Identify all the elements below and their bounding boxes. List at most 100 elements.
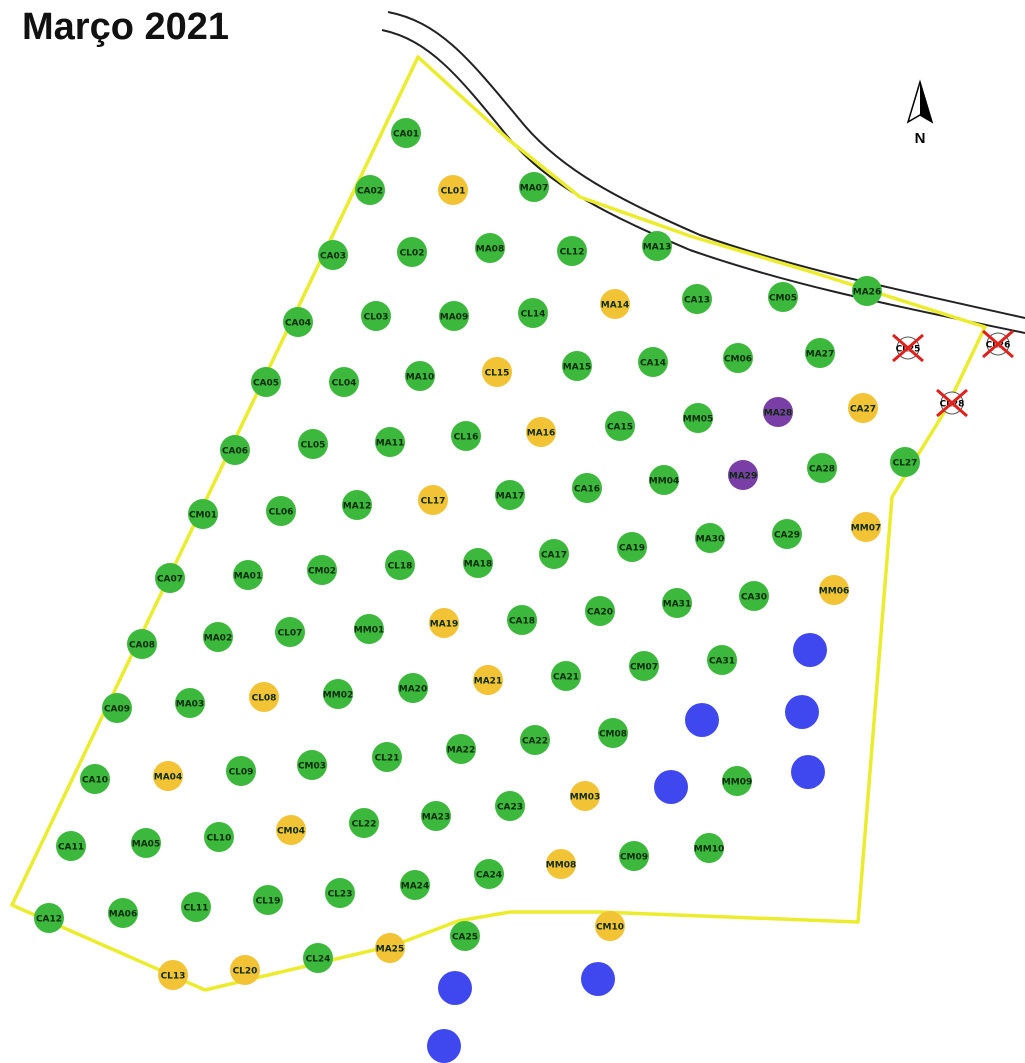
tree-label: CA06 (222, 447, 248, 457)
tree-marker (768, 282, 798, 312)
tree-marker (585, 596, 615, 626)
tree-label: MA18 (464, 560, 492, 570)
tree-ma07: MA07 (519, 172, 549, 202)
tree-cl10: CL10 (204, 822, 234, 852)
tree-ca29: CA29 (772, 519, 802, 549)
tree-marker (851, 512, 881, 542)
tree-ma22: MA22 (446, 734, 476, 764)
tree-ca21: CA21 (551, 661, 581, 691)
tree-label: MA20 (399, 685, 427, 695)
tree-ma15: MA15 (562, 351, 592, 381)
tree-marker (848, 393, 878, 423)
tree-label: MA24 (401, 882, 429, 892)
tree-label: CA05 (253, 379, 279, 389)
tree-marker (175, 688, 205, 718)
tree-label: MA23 (422, 813, 450, 823)
tree-marker (662, 588, 692, 618)
tree-label: CL06 (269, 508, 294, 518)
tree-label: MA07 (520, 184, 548, 194)
tree-marker (642, 231, 672, 261)
tree-marker (181, 892, 211, 922)
tree-marker (482, 357, 512, 387)
tree-ca05: CA05 (251, 367, 281, 397)
tree-marker (188, 499, 218, 529)
tree-label: CA12 (36, 915, 62, 925)
tree-marker (682, 284, 712, 314)
tree-ca20: CA20 (585, 596, 615, 626)
tree-label: CM04 (277, 827, 305, 837)
tree-ma26: MA26 (852, 276, 882, 306)
tree-cl15: CL15 (482, 357, 512, 387)
tree-marker (438, 175, 468, 205)
tree-marker (400, 870, 430, 900)
road (381, 11, 1025, 334)
tree-cl05: CL05 (298, 429, 328, 459)
tree-marker (722, 766, 752, 796)
tree-cm08: CM08 (598, 718, 628, 748)
tree-label: CA15 (607, 423, 633, 433)
tree-marker (519, 172, 549, 202)
tree-marker (600, 289, 630, 319)
tree-cl20: CL20 (230, 955, 260, 985)
tree-marker (418, 485, 448, 515)
tree-cl14: CL14 (518, 298, 548, 328)
tree-ma12: MA12 (342, 490, 372, 520)
tree-marker (539, 539, 569, 569)
tree-label: MM01 (354, 626, 384, 636)
tree-marker (355, 175, 385, 205)
tree-cl03: CL03 (361, 301, 391, 331)
tree-label: CA07 (157, 575, 183, 585)
tree-marker (253, 885, 283, 915)
tree-ma27: MA27 (805, 338, 835, 368)
tree-label: MA15 (563, 363, 591, 373)
tree-label: CA17 (541, 551, 567, 561)
tree-label: MA09 (440, 313, 468, 323)
tree-marker (307, 555, 337, 585)
tree-marker (421, 801, 451, 831)
tree-marker (595, 911, 625, 941)
tree-label: MA14 (601, 301, 629, 311)
tree-label: CL10 (207, 834, 232, 844)
tree-label: CA31 (709, 657, 735, 667)
tree-ma17: MA17 (495, 480, 525, 510)
tree-cl09: CL09 (226, 756, 256, 786)
tree-marker (233, 560, 263, 590)
tree-marker (683, 403, 713, 433)
tree-ca07: CA07 (155, 563, 185, 593)
tree-ma28: MA28 (763, 397, 793, 427)
tree-marker (807, 453, 837, 483)
tree-label: CA27 (850, 405, 876, 415)
tree-cl21: CL21 (372, 742, 402, 772)
tree-ma13: MA13 (642, 231, 672, 261)
tree-marker (619, 841, 649, 871)
tree-marker (429, 608, 459, 638)
tree-label: MA03 (176, 700, 204, 710)
tree-marker (375, 933, 405, 963)
tree-marker (598, 718, 628, 748)
tree-cl16: CL16 (451, 421, 481, 451)
tree-mm02: MM02 (323, 679, 353, 709)
tree-marker (695, 523, 725, 553)
tree-cl17: CL17 (418, 485, 448, 515)
tree-ma19: MA19 (429, 608, 459, 638)
tree-marker (266, 496, 296, 526)
tree-label: CA08 (129, 641, 155, 651)
tree-label: CA11 (58, 843, 84, 853)
tree-marker (249, 682, 279, 712)
tree-label: CA16 (574, 485, 600, 495)
tree-label: CA18 (509, 617, 535, 627)
tree-ca28: CA28 (807, 453, 837, 483)
tree-ma05: MA05 (131, 828, 161, 858)
tree-marker (354, 614, 384, 644)
new-planting-marker (427, 1029, 461, 1063)
tree-cl07: CL07 (275, 617, 305, 647)
tree-label: CL18 (388, 562, 413, 572)
tree-marker (349, 808, 379, 838)
tree-label: CA04 (285, 319, 311, 329)
tree-label: CA03 (320, 252, 346, 262)
tree-ma03: MA03 (175, 688, 205, 718)
tree-marker (638, 347, 668, 377)
tree-marker (318, 240, 348, 270)
tree-cm05: CM05 (768, 282, 798, 312)
tree-label: CL19 (256, 897, 281, 907)
